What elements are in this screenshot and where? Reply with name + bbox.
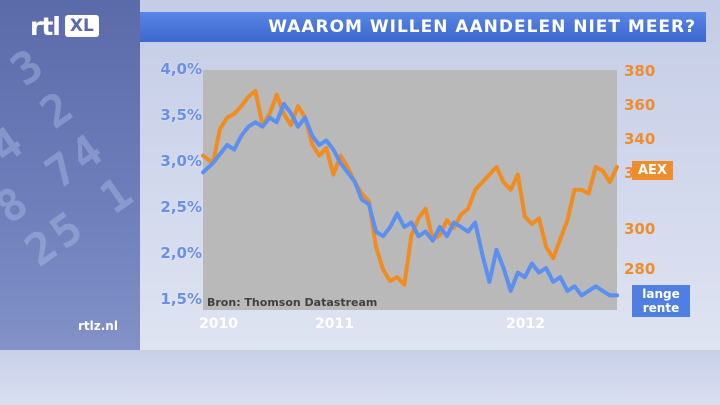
channel-logo: rtl XL bbox=[30, 11, 99, 41]
title-bar: WAAROM WILLEN AANDELEN NIET MEER? bbox=[140, 12, 706, 42]
rente-series-label: lange rente bbox=[632, 285, 690, 317]
right-axis: 380 360 340 320 300 280 bbox=[624, 60, 674, 315]
x-tick-label: 2011 bbox=[315, 316, 354, 332]
left-tick-label: 3,0% bbox=[160, 152, 202, 170]
x-tick-label: 2010 bbox=[199, 316, 238, 332]
logo-text: rtl bbox=[30, 11, 61, 41]
x-axis: 2010 2011 2012 bbox=[199, 316, 617, 336]
right-tick-label: 360 bbox=[624, 96, 656, 114]
chart-title: WAAROM WILLEN AANDELEN NIET MEER? bbox=[268, 17, 696, 37]
source-note: Bron: Thomson Datastream bbox=[207, 296, 378, 309]
x-tick-label: 2012 bbox=[506, 316, 545, 332]
line-chart bbox=[201, 89, 619, 298]
left-decorative-panel: 75 3 34 2 8 74 25 1 bbox=[0, 0, 145, 350]
site-url: rtlz.nl bbox=[78, 319, 118, 333]
series-line-aex bbox=[201, 89, 619, 287]
series-line-lange-rente bbox=[201, 101, 619, 298]
right-tick-label: 280 bbox=[624, 260, 656, 278]
logo-badge: XL bbox=[64, 15, 99, 37]
left-axis: 4,0% 3,5% 3,0% 2,5% 2,0% 1,5% bbox=[146, 60, 202, 315]
right-tick-label: 300 bbox=[624, 220, 656, 238]
right-tick-label: 380 bbox=[624, 62, 656, 80]
left-tick-label: 4,0% bbox=[160, 60, 202, 78]
left-tick-label: 3,5% bbox=[160, 106, 202, 124]
left-tick-label: 1,5% bbox=[160, 290, 202, 308]
left-tick-label: 2,5% bbox=[160, 198, 202, 216]
aex-series-label: AEX bbox=[632, 161, 673, 180]
right-tick-label: 340 bbox=[624, 130, 656, 148]
left-tick-label: 2,0% bbox=[160, 244, 202, 262]
footer-band bbox=[0, 350, 720, 405]
